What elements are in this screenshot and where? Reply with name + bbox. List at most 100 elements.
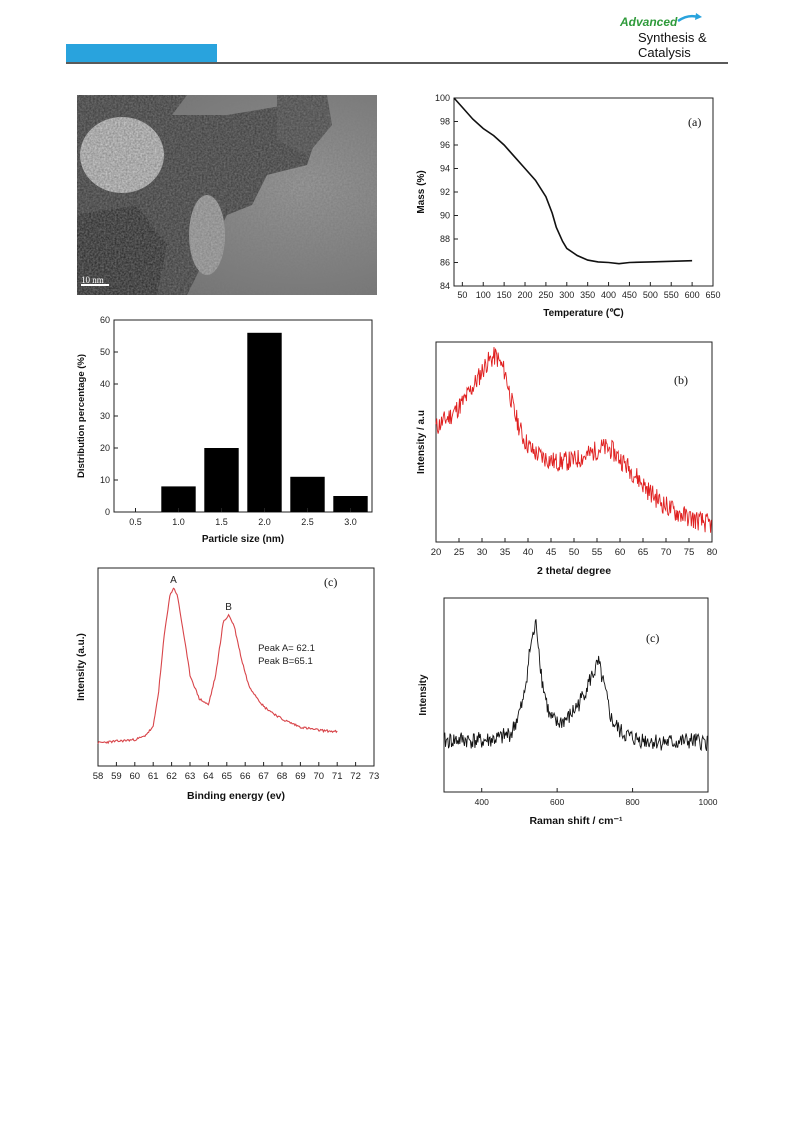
journal-header-rule (66, 62, 728, 64)
xps-x-tick-label: 58 (93, 771, 104, 782)
tga-y-tick-label: 92 (440, 187, 450, 197)
hist-x-tick-label: 2.0 (258, 517, 271, 527)
xrd-x-tick-label: 70 (661, 547, 672, 558)
tga-x-tick-label: 300 (559, 290, 574, 300)
tga-x-tick-label: 550 (664, 290, 679, 300)
tga-y-tick-label: 96 (440, 140, 450, 150)
raman-x-tick-label: 1000 (699, 797, 718, 807)
xrd-chart: 20 25 30 35 40 45 50 55 60 65 70 75 80 (b) 2 theta/ de… (410, 337, 725, 587)
xps-x-tick-label: 61 (148, 771, 159, 782)
tga-x-tick-label: 250 (538, 290, 553, 300)
tga-y-tick-label: 90 (440, 211, 450, 221)
xps-peak-b-label: B (225, 602, 232, 613)
raman-series-line (443, 619, 709, 752)
raman-x-axis-label: Raman shift / cm⁻¹ (529, 815, 623, 827)
logo-arrow-icon (695, 13, 702, 20)
xps-y-axis-label: Intensity (a.u.) (76, 633, 87, 701)
xps-x-tick-label: 70 (314, 771, 325, 782)
tga-series-line (453, 97, 693, 265)
hist-y-tick-label: 40 (100, 379, 110, 389)
xrd-x-axis-label: 2 theta/ degree (537, 565, 611, 577)
xps-x-tick-label: 69 (295, 771, 306, 782)
xps-plot-frame (97, 567, 375, 767)
xps-note-peak-a: Peak A= 62.1 (258, 643, 315, 654)
hist-plot-frame (113, 319, 373, 513)
tga-y-tick-label: 88 (440, 234, 450, 244)
tga-chart: 50 100 150 200 250 300 350 400 450 500 550 600 650 84… (408, 90, 723, 325)
xps-panel-label: (c) (324, 575, 337, 589)
tga-x-tick-label: 150 (497, 290, 512, 300)
raman-x-tick-label: 400 (475, 797, 489, 807)
xps-series-line (97, 587, 338, 745)
logo-swoosh-icon (677, 14, 699, 23)
xps-x-tick-label: 72 (350, 771, 361, 782)
tga-x-tick-label: 400 (601, 290, 616, 300)
xrd-x-tick-label: 65 (638, 547, 649, 558)
xps-x-tick-label: 65 (222, 771, 233, 782)
tga-panel-label: (a) (688, 115, 701, 129)
xps-x-tick-label: 66 (240, 771, 251, 782)
hist-y-tick-label: 30 (100, 411, 110, 421)
raman-panel-label: (c) (646, 631, 659, 645)
xrd-x-tick-label: 25 (454, 547, 465, 558)
hist-bar (290, 476, 325, 512)
raman-x-tick-label: 800 (625, 797, 639, 807)
hist-y-tick-label: 20 (100, 443, 110, 453)
tga-x-tick-label: 50 (457, 290, 467, 300)
xps-x-tick-label: 60 (130, 771, 141, 782)
hist-y-tick-label: 50 (100, 347, 110, 357)
hist-bar (247, 332, 282, 512)
hist-bar (333, 496, 368, 512)
tga-x-tick-label: 350 (580, 290, 595, 300)
tem-scale-label: 10 nm (81, 275, 104, 285)
tga-y-tick-label: 98 (440, 117, 450, 127)
xps-x-tick-label: 71 (332, 771, 343, 782)
xrd-series-line (435, 346, 712, 533)
tga-x-axis-label: Temperature (℃) (543, 308, 624, 319)
xrd-x-tick-label: 45 (546, 547, 557, 558)
hist-y-tick-label: 0 (105, 507, 110, 517)
hist-x-tick-label: 0.5 (129, 517, 142, 527)
tga-x-tick-label: 650 (705, 290, 720, 300)
tga-y-tick-label: 100 (435, 93, 450, 103)
xps-x-tick-label: 63 (185, 771, 196, 782)
hist-bar (204, 448, 239, 512)
tga-y-tick-label: 94 (440, 164, 450, 174)
xrd-x-tick-label: 40 (523, 547, 534, 558)
xrd-x-tick-label: 30 (477, 547, 488, 558)
xrd-y-axis-label: Intensity / a.u (416, 410, 427, 474)
tga-x-tick-label: 100 (476, 290, 491, 300)
xrd-panel-label: (b) (674, 373, 688, 387)
xrd-x-tick-label: 20 (431, 547, 442, 558)
raman-y-axis-label: Intensity (418, 674, 429, 716)
tga-y-tick-label: 86 (440, 258, 450, 268)
xrd-x-tick-label: 50 (569, 547, 580, 558)
xps-x-tick-label: 62 (166, 771, 177, 782)
hist-x-tick-label: 1.5 (215, 517, 228, 527)
hist-x-tick-label: 3.0 (344, 517, 357, 527)
xrd-x-tick-label: 35 (500, 547, 511, 558)
tga-x-tick-label: 200 (518, 290, 533, 300)
xrd-x-tick-label: 60 (615, 547, 626, 558)
xps-x-tick-label: 73 (369, 771, 380, 782)
xps-note-peak-b: Peak B=65.1 (258, 656, 313, 667)
particle-size-histogram: 0 10 20 30 40 50 60 0.5 1.0 1.5 2.0 2.5 3.0 Particle … (72, 312, 382, 552)
xps-x-axis-label: Binding energy (ev) (187, 790, 285, 802)
xps-x-tick-label: 64 (203, 771, 214, 782)
raman-x-tick-label: 600 (550, 797, 564, 807)
hist-x-tick-label: 1.0 (172, 517, 185, 527)
journal-logo: Advanced Synthesis & Catalysis (618, 12, 738, 62)
hist-y-axis-label: Distribution percentage (%) (76, 354, 87, 478)
xps-peak-a-label: A (170, 575, 177, 586)
tga-x-tick-label: 600 (685, 290, 700, 300)
xps-x-tick-label: 68 (277, 771, 288, 782)
hist-y-tick-label: 10 (100, 475, 110, 485)
tga-y-axis-label: Mass (%) (416, 170, 427, 213)
tem-image: 10 nm (77, 95, 377, 295)
hist-bar (161, 486, 196, 512)
raman-plot-frame (443, 597, 709, 793)
logo-line3: Catalysis (638, 45, 691, 60)
journal-header-bar (66, 44, 217, 62)
raman-chart: 400 600 800 1000 (c) Raman shift / cm⁻¹ Intens… (410, 592, 725, 832)
xps-x-tick-label: 67 (258, 771, 269, 782)
